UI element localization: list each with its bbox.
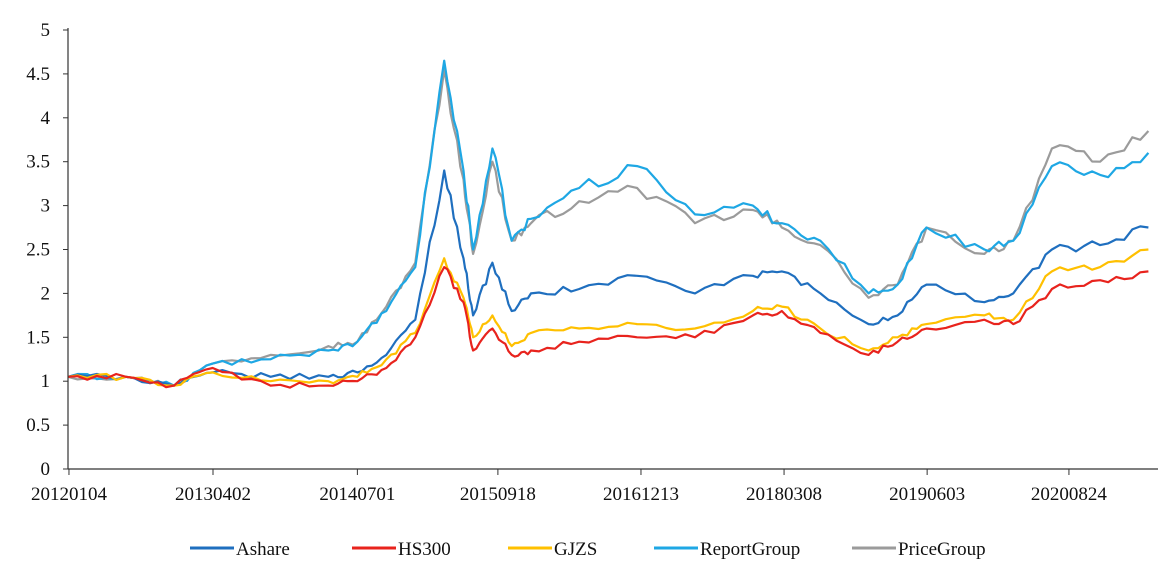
- legend-label-hs300: HS300: [398, 539, 451, 560]
- y-tick-label: 1: [41, 371, 51, 392]
- series-line-reportgroup: [67, 59, 1150, 387]
- x-tick-label: 20161213: [603, 484, 679, 505]
- y-tick-label: 2.5: [26, 240, 50, 261]
- legend-label-reportgroup: ReportGroup: [700, 539, 800, 560]
- x-tick-label: 20140701: [319, 484, 395, 505]
- x-axis-ticks: 20120104 20130402 20140701 20150918 20161213…: [31, 469, 1107, 505]
- x-tick-label: 20200824: [1031, 484, 1108, 505]
- series-line-pricegroup: [67, 68, 1150, 388]
- x-tick-label: 20190603: [889, 484, 965, 505]
- y-tick-label: 3.5: [26, 152, 50, 173]
- x-tick-label: 20130402: [175, 484, 251, 505]
- x-tick-label: 20150918: [460, 484, 536, 505]
- legend-label-ashare: Ashare: [236, 539, 290, 560]
- x-tick-label: 20180308: [746, 484, 822, 505]
- y-tick-label: 0: [41, 459, 51, 480]
- series-line-hs300: [67, 266, 1149, 389]
- y-tick-label: 5: [41, 20, 51, 41]
- legend-label-pricegroup: PriceGroup: [898, 539, 986, 560]
- y-tick-label: 4: [41, 108, 51, 129]
- series-line-ashare: [67, 169, 1149, 387]
- series-line-gjzs: [67, 248, 1149, 387]
- y-tick-label: 4.5: [26, 64, 50, 85]
- chart-legend: Ashare HS300 GJZS ReportGroup PriceGroup: [190, 539, 986, 560]
- x-tick-label: 20120104: [31, 484, 108, 505]
- y-axis-ticks: 0 0.5 1 1.5 2 2.5 3 3.5 4 4.5 5: [26, 20, 68, 480]
- y-tick-label: 0.5: [26, 415, 50, 436]
- y-tick-label: 1.5: [26, 327, 50, 348]
- series-lines: [67, 59, 1150, 389]
- y-tick-label: 2: [41, 283, 51, 304]
- legend-label-gjzs: GJZS: [554, 539, 597, 560]
- y-tick-label: 3: [41, 196, 51, 217]
